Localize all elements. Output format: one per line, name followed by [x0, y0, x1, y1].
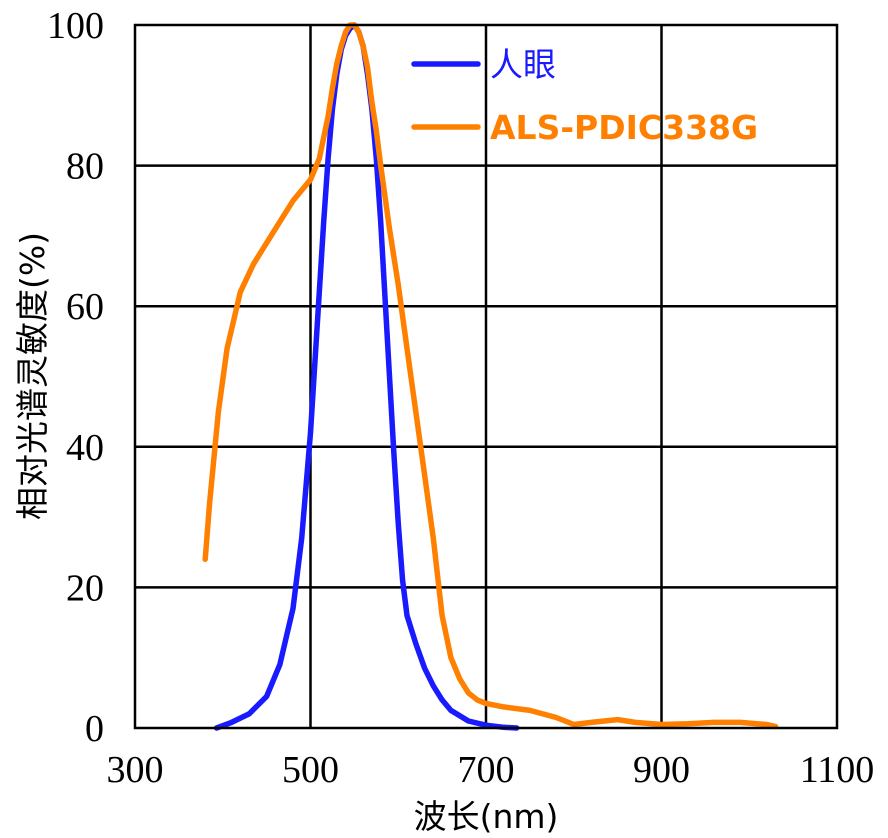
y-tick-label: 0 [85, 708, 104, 750]
y-tick-label: 100 [47, 5, 104, 47]
x-axis-label: 波长(nm) [414, 797, 559, 836]
legend-label-1: 人眼 [490, 45, 556, 84]
series-lines [202, 22, 779, 731]
x-tick-label: 700 [458, 749, 515, 791]
legend-label-2: ALS-PDIC338G [490, 108, 758, 147]
grid [135, 25, 837, 728]
y-tick-label: 20 [66, 567, 104, 609]
x-tick-label: 1100 [800, 749, 875, 791]
y-axis-label: 相对光谱灵敏度(%) [13, 232, 52, 520]
x-tick-label: 300 [107, 749, 164, 791]
y-tick-label: 80 [66, 146, 104, 188]
plot-frame [133, 23, 839, 730]
y-tick-label: 60 [66, 286, 104, 328]
x-tick-label: 900 [633, 749, 690, 791]
legend: 人眼 ALS-PDIC338G [411, 45, 758, 147]
x-tick-label: 500 [282, 749, 339, 791]
y-tick-label: 40 [66, 427, 104, 469]
series-line-2 [202, 22, 779, 730]
series-line-1 [213, 22, 520, 731]
tick-labels: 300 500 700 900 1100 0 20 40 60 80 100 [47, 5, 874, 791]
